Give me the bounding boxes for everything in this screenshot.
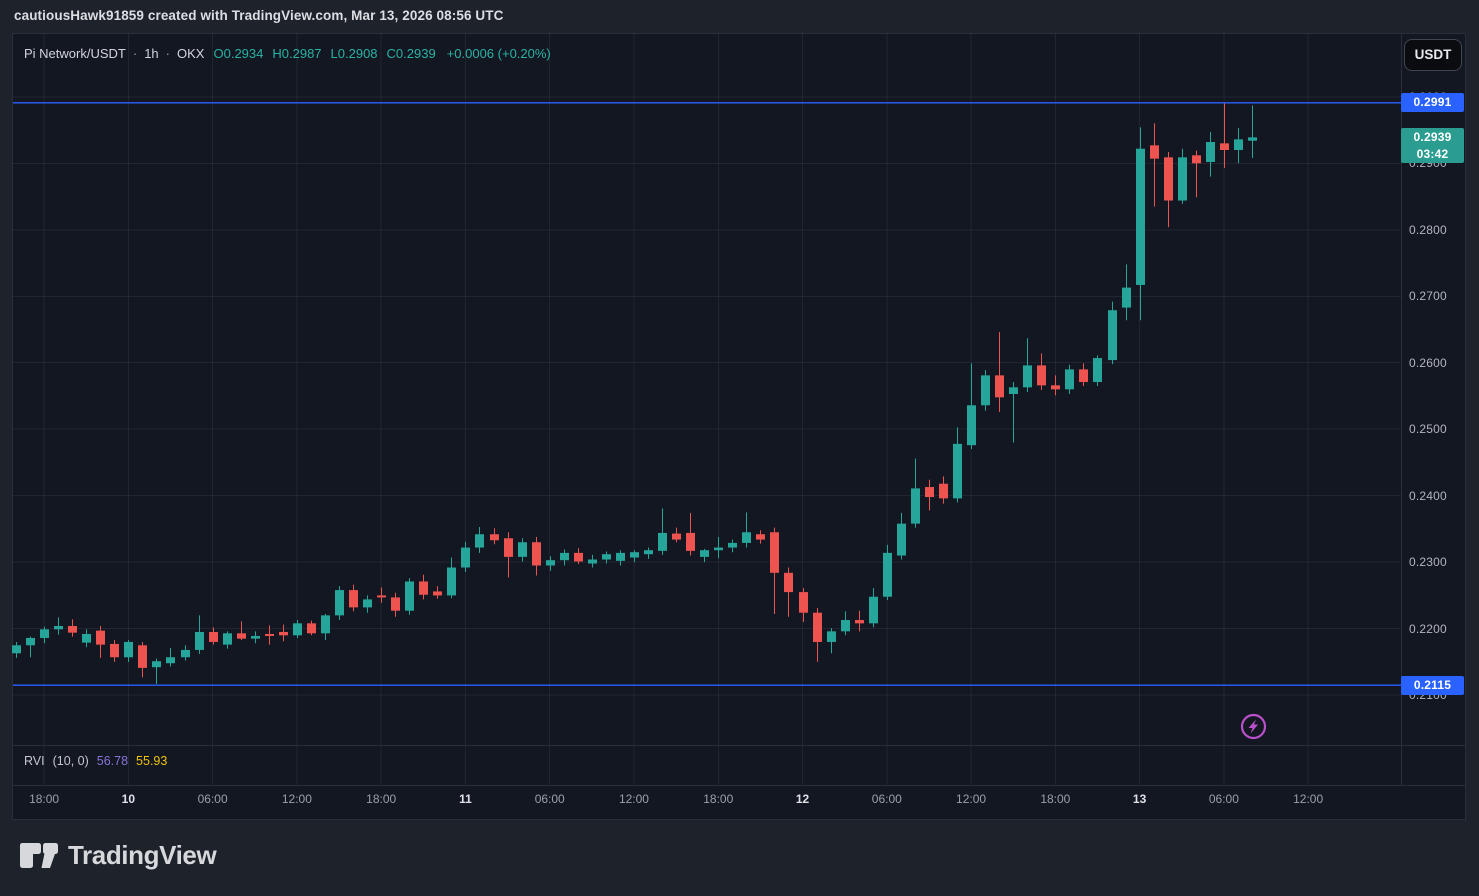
low-line-price-label: 0.2115: [1401, 675, 1464, 695]
chart-frame[interactable]: [12, 33, 1466, 820]
time-axis-label: 06:00: [1208, 792, 1239, 806]
last-price-value: 0.2939: [1413, 129, 1452, 144]
time-axis-label: 13: [1132, 792, 1147, 806]
price-axis[interactable]: [1401, 33, 1466, 785]
symbol-header: Pi Network/USDT · 1h · OKX O0.2934 H0.2987 L…: [24, 46, 551, 61]
price-tick-label: 0.2300: [1409, 555, 1447, 570]
interval-label[interactable]: 1h: [144, 46, 159, 61]
time-axis-label: 18:00: [29, 792, 60, 806]
time-axis-label: 06:00: [534, 792, 565, 806]
price-tick-label: 0.2200: [1409, 621, 1447, 636]
time-axis-label: 12:00: [1293, 792, 1324, 806]
symbol-title[interactable]: Pi Network/USDT: [24, 46, 126, 61]
ohlc-low: L0.2908: [330, 46, 378, 61]
price-change: +0.0006 (+0.20%): [446, 46, 551, 61]
time-axis-label: 12:00: [956, 792, 987, 806]
currency-toggle-button[interactable]: USDT: [1404, 39, 1462, 71]
time-axis-label: 06:00: [871, 792, 902, 806]
price-tick-label: 0.2700: [1409, 289, 1447, 304]
tradingview-logo-text: TradingView: [68, 840, 217, 870]
ohlc-close: C0.2939: [386, 46, 436, 61]
indicator-legend[interactable]: RVI (10, 0) 56.78 55.93: [24, 754, 167, 768]
price-tick-label: 0.2500: [1409, 422, 1447, 437]
last-price-label: 0.2939 03:42: [1401, 127, 1464, 163]
price-tick-label: 0.2400: [1409, 488, 1447, 503]
time-axis-label: 18:00: [703, 792, 734, 806]
time-axis-label: 11: [459, 792, 472, 806]
indicator-params: (10, 0): [52, 754, 89, 768]
bar-countdown: 03:42: [1416, 147, 1449, 162]
tradingview-logo-icon: [20, 843, 58, 868]
ohlc-high: H0.2987: [272, 46, 322, 61]
time-axis-label: 06:00: [197, 792, 228, 806]
price-tick-label: 0.2600: [1409, 355, 1447, 370]
price-tick-label: 0.2800: [1409, 222, 1447, 237]
indicator-value-1: 56.78: [96, 754, 129, 768]
time-axis-label: 12:00: [281, 792, 312, 806]
time-axis-label: 10: [121, 792, 136, 806]
time-axis-label: 18:00: [366, 792, 397, 806]
time-axis[interactable]: [12, 785, 1466, 820]
high-line-price-label: 0.2991: [1401, 93, 1464, 113]
time-axis-label: 12: [795, 792, 810, 806]
lightning-icon: [1240, 713, 1267, 740]
separator: ·: [132, 46, 138, 61]
boost-button[interactable]: [1239, 712, 1268, 741]
tradingview-logo[interactable]: TradingView: [20, 840, 217, 871]
time-axis-label: 18:00: [1040, 792, 1071, 806]
attribution-text: cautiousHawk91859 created with TradingVi…: [14, 8, 504, 23]
exchange-label: OKX: [177, 46, 205, 61]
pane-separator[interactable]: [12, 745, 1466, 746]
ohlc-open: O0.2934: [213, 46, 264, 61]
separator: ·: [165, 46, 171, 61]
time-axis-label: 12:00: [618, 792, 649, 806]
indicator-value-2: 55.93: [136, 754, 168, 768]
indicator-name: RVI: [24, 754, 45, 768]
